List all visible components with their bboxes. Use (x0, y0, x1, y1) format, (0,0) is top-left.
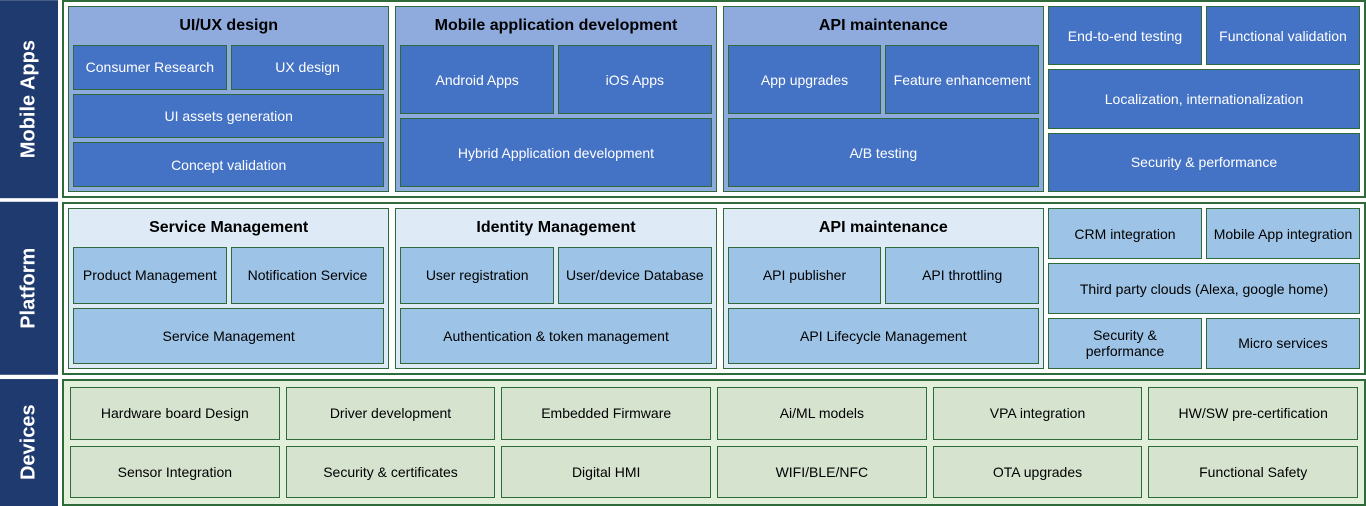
group-ui-ux: UI/UX design Consumer Research UX design… (68, 6, 389, 192)
architecture-diagram: Mobile Apps UI/UX design Consumer Resear… (0, 0, 1366, 506)
cell-api-publisher: API publisher (728, 247, 882, 303)
cell-sec-perf-mobile: Security & performance (1048, 133, 1360, 192)
cell-api-throttling: API throttling (885, 247, 1039, 303)
platform-right-panel: CRM integration Mobile App integration T… (1048, 208, 1360, 369)
mobile-right-panel: End-to-end testing Functional validation… (1048, 6, 1360, 192)
group-title: Identity Management (400, 213, 711, 243)
group-api-maint-mobile: API maintenance App upgrades Feature enh… (723, 6, 1044, 192)
cell-third-party-clouds: Third party clouds (Alexa, google home) (1048, 263, 1360, 314)
mobile-groups: UI/UX design Consumer Research UX design… (68, 6, 1044, 192)
cell-sensor: Sensor Integration (70, 446, 280, 499)
cell-ab-testing: A/B testing (728, 118, 1039, 187)
row-platform: Platform Service Management Product Mana… (0, 202, 1366, 375)
cell-localization: Localization, internationalization (1048, 69, 1360, 128)
cell-ux-design: UX design (231, 45, 385, 90)
group-identity-mgmt: Identity Management User registration Us… (395, 208, 716, 369)
row-label-mobile: Mobile Apps (0, 0, 58, 198)
group-title: UI/UX design (73, 11, 384, 41)
row-body-mobile: UI/UX design Consumer Research UX design… (62, 0, 1366, 198)
row-label-devices: Devices (0, 379, 58, 506)
cell-wifi-ble-nfc: WIFI/BLE/NFC (717, 446, 927, 499)
group-mobile-dev: Mobile application development Android A… (395, 6, 716, 192)
group-api-maint-plat: API maintenance API publisher API thrott… (723, 208, 1044, 369)
cell-e2e-testing: End-to-end testing (1048, 6, 1202, 65)
cell-driver-dev: Driver development (286, 387, 496, 440)
cell-api-lifecycle: API Lifecycle Management (728, 308, 1039, 364)
cell-hw-board: Hardware board Design (70, 387, 280, 440)
row-devices: Devices Hardware board Design Driver dev… (0, 379, 1366, 506)
cell-sec-cert: Security & certificates (286, 446, 496, 499)
cell-ios: iOS Apps (558, 45, 712, 114)
group-title: Mobile application development (400, 11, 711, 41)
cell-vpa: VPA integration (933, 387, 1143, 440)
cell-sec-perf-plat: Security & performance (1048, 318, 1202, 369)
cell-functional-safety: Functional Safety (1148, 446, 1358, 499)
cell-precert: HW/SW pre-certification (1148, 387, 1358, 440)
cell-feature-enh: Feature enhancement (885, 45, 1039, 114)
cell-mobile-app-int: Mobile App integration (1206, 208, 1360, 259)
platform-groups: Service Management Product Management No… (68, 208, 1044, 369)
cell-ota: OTA upgrades (933, 446, 1143, 499)
cell-digital-hmi: Digital HMI (501, 446, 711, 499)
cell-consumer-research: Consumer Research (73, 45, 227, 90)
cell-functional-validation: Functional validation (1206, 6, 1360, 65)
row-label-platform: Platform (0, 202, 58, 375)
cell-hybrid: Hybrid Application development (400, 118, 711, 187)
cell-embedded-fw: Embedded Firmware (501, 387, 711, 440)
cell-notification: Notification Service (231, 247, 385, 303)
cell-concept-validation: Concept validation (73, 142, 384, 187)
group-title: Service Management (73, 213, 384, 243)
row-mobile-apps: Mobile Apps UI/UX design Consumer Resear… (0, 0, 1366, 198)
cell-ui-assets: UI assets generation (73, 94, 384, 139)
cell-ai-ml: Ai/ML models (717, 387, 927, 440)
row-body-platform: Service Management Product Management No… (62, 202, 1366, 375)
cell-auth-token: Authentication & token management (400, 308, 711, 364)
cell-micro-services: Micro services (1206, 318, 1360, 369)
group-title: API maintenance (728, 213, 1039, 243)
group-service-mgmt: Service Management Product Management No… (68, 208, 389, 369)
cell-service-mgmt: Service Management (73, 308, 384, 364)
cell-user-db: User/device Database (558, 247, 712, 303)
group-title: API maintenance (728, 11, 1039, 41)
row-body-devices: Hardware board Design Driver development… (62, 379, 1366, 506)
cell-user-reg: User registration (400, 247, 554, 303)
cell-android: Android Apps (400, 45, 554, 114)
cell-crm: CRM integration (1048, 208, 1202, 259)
cell-product-mgmt: Product Management (73, 247, 227, 303)
cell-app-upgrades: App upgrades (728, 45, 882, 114)
